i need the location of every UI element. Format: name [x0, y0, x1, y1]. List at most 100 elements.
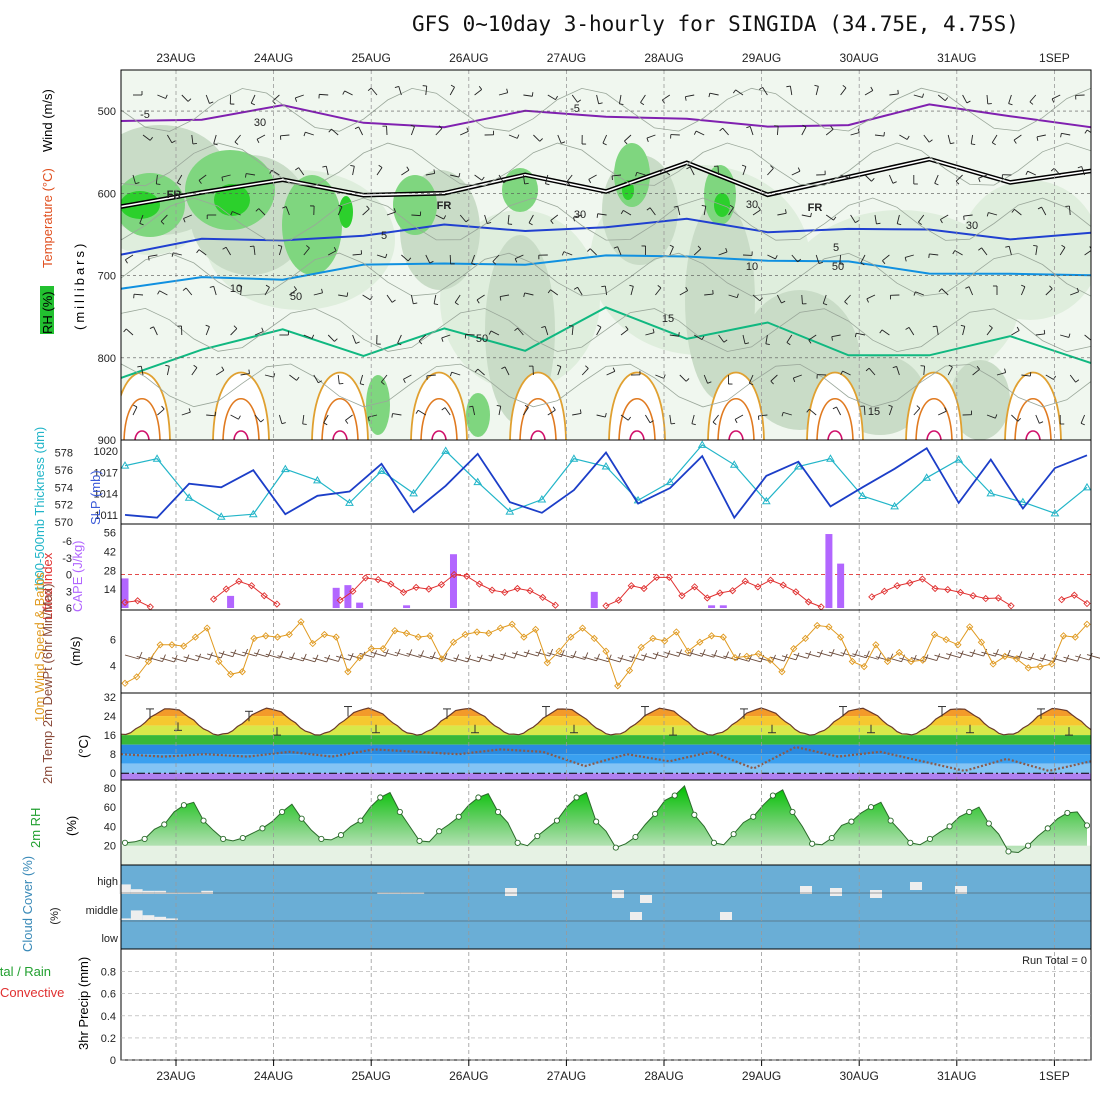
thickness-tick: 572 — [55, 500, 73, 512]
barb-flag — [892, 366, 897, 369]
barb-flag — [1033, 245, 1038, 247]
cape-bar — [825, 534, 833, 608]
barb-shaft — [433, 294, 437, 304]
barb-flag — [318, 380, 323, 384]
barb-flag — [391, 413, 393, 418]
barb-flag — [749, 382, 754, 386]
barb-shaft — [1035, 246, 1038, 256]
barb-shaft — [913, 94, 923, 98]
thickness-marker — [377, 466, 386, 474]
barb-flag — [561, 141, 566, 144]
surface-barb-shaft — [558, 653, 574, 659]
barb-shaft — [181, 411, 191, 416]
wind-speed-marker — [426, 632, 434, 640]
barb-shaft — [646, 134, 656, 139]
barb-flag — [345, 420, 349, 424]
wind-legend-label: Wind (m/s) — [40, 89, 55, 152]
surface-barb-shaft — [946, 653, 961, 659]
barb-shaft — [1061, 132, 1071, 136]
barb-shaft — [331, 128, 339, 136]
barb-shaft — [484, 214, 488, 224]
barb-flag — [670, 422, 676, 425]
surface-barb-flag — [197, 653, 202, 661]
cloud-tick: middle — [86, 905, 118, 917]
upper-air-cross-section: -5 -5 5 5 10 10 15 15 FR FR FR 30 30 30 30 50 50 50 — [121, 84, 1095, 440]
barb-shaft — [380, 374, 388, 383]
rh-marker — [769, 792, 776, 799]
barb-shaft — [915, 291, 924, 296]
lifted-index-marker — [235, 577, 243, 585]
barb-flag — [955, 180, 960, 185]
warm-cell-inner-1 — [222, 397, 260, 440]
barb-flag — [303, 132, 306, 137]
wind-panel-label: 10m Wind Speed & Barbs — [32, 572, 47, 722]
wind-speed-marker — [332, 633, 340, 641]
rh-shade-14 — [950, 360, 1010, 440]
barb-shaft — [159, 290, 168, 296]
lifted-index-marker — [804, 598, 813, 606]
barb-shaft — [1013, 134, 1022, 141]
lifted-index-marker — [260, 592, 268, 600]
lifted-index-marker — [488, 586, 496, 594]
wind-speed-marker — [133, 673, 141, 681]
lifted-index-tick: 6 — [66, 603, 72, 615]
barb-flag — [433, 303, 439, 306]
surface-barb-shaft — [875, 656, 890, 662]
barb-shaft — [1068, 205, 1071, 216]
barb-flag — [707, 381, 712, 384]
barb-shaft — [839, 254, 842, 265]
surface-barb-shaft — [465, 657, 480, 663]
lifted-index-marker — [463, 572, 471, 580]
barb-shaft — [498, 92, 508, 96]
rh-marker — [357, 817, 364, 824]
wind-speed-marker — [438, 655, 446, 663]
barb-shaft — [547, 409, 556, 416]
lifted-index-marker — [374, 575, 382, 584]
surface-barb-flag — [338, 654, 342, 662]
barb-flag — [1092, 338, 1095, 341]
surface-barb-shaft — [887, 657, 902, 663]
rh-marker — [848, 818, 855, 825]
barb-flag — [1016, 326, 1020, 331]
surface-barb-shaft — [641, 654, 656, 660]
surface-barb-shaft — [1063, 656, 1078, 662]
barb-shaft — [401, 169, 410, 176]
barb-shaft — [962, 94, 968, 104]
barb-flag — [1008, 103, 1013, 106]
barb-shaft — [327, 334, 335, 342]
barb-flag — [123, 328, 127, 333]
thickness-marker — [826, 454, 835, 462]
barb-flag — [585, 365, 589, 369]
barb-shaft — [604, 286, 608, 296]
temperature-line — [121, 707, 1091, 736]
barb-flag — [160, 221, 165, 225]
wind-speed-marker — [344, 668, 352, 676]
barb-shaft — [709, 92, 719, 96]
rh-marker — [1064, 809, 1071, 816]
precip-total-label: Total / Rain — [0, 964, 51, 979]
cloud-patch-4 — [800, 886, 812, 894]
barb-shaft — [352, 166, 355, 176]
wind-speed-marker — [297, 618, 305, 626]
barb-shaft — [693, 248, 702, 256]
barb-flag — [684, 96, 687, 101]
surface-barb-shaft — [418, 654, 433, 660]
barb-shaft — [981, 247, 988, 256]
barb-shaft — [978, 174, 988, 179]
barb-flag — [476, 299, 480, 304]
thickness-marker — [537, 494, 547, 503]
barb-flag — [602, 142, 607, 146]
barb-flag — [556, 364, 562, 367]
barb-flag — [960, 324, 965, 327]
barb-shaft — [205, 326, 210, 336]
barb-shaft — [695, 130, 705, 136]
barb-flag — [685, 378, 690, 382]
thickness-marker — [473, 477, 483, 486]
rh-shade-18 — [393, 175, 437, 235]
surface-barb-flag — [244, 648, 248, 657]
barb-shaft — [941, 288, 949, 296]
barb-shaft — [449, 86, 455, 96]
wind-speed-marker — [309, 639, 317, 648]
slp-tick: 1011 — [94, 510, 118, 522]
surface-barb-shaft — [300, 657, 316, 663]
